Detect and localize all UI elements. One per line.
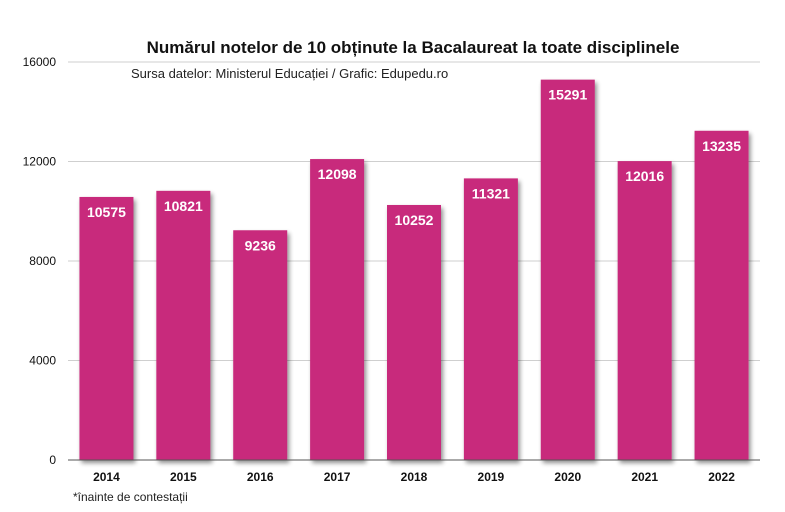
y-tick-label: 12000 (23, 155, 57, 169)
x-tick-label: 2016 (247, 470, 274, 484)
y-tick-label: 0 (49, 453, 56, 467)
data-label: 10575 (87, 204, 126, 220)
data-label: 10821 (164, 198, 203, 214)
data-label: 12016 (625, 168, 664, 184)
x-tick-label: 2020 (554, 470, 581, 484)
data-label: 13235 (702, 138, 741, 154)
data-label: 12098 (318, 166, 357, 182)
bar-2021 (617, 161, 672, 461)
data-label: 11321 (472, 185, 510, 201)
bars: 10575 10821 9236 12098 10252 11321 15291 12016 1… (79, 79, 749, 461)
y-tick-label: 8000 (29, 254, 56, 268)
bar-2016 (233, 230, 288, 460)
x-tick-label: 2021 (631, 470, 658, 484)
x-tick-label: 2015 (170, 470, 197, 484)
data-label: 15291 (548, 87, 587, 103)
data-label: 10252 (395, 212, 434, 228)
x-tick-label: 2014 (93, 470, 120, 484)
y-axis-ticks: 0 4000 8000 12000 16000 (23, 55, 57, 467)
bar-2022 (694, 130, 749, 461)
x-tick-label: 2022 (708, 470, 735, 484)
chart-subtitle: Sursa datelor: Ministerul Educației / Gr… (131, 66, 448, 81)
x-tick-label: 2019 (478, 470, 505, 484)
y-tick-label: 4000 (29, 354, 56, 368)
x-axis-ticks: 2014 2015 2016 2017 2018 2019 2020 2021 2022 (93, 470, 735, 484)
x-tick-label: 2018 (401, 470, 428, 484)
chart-title: Numărul notelor de 10 obținute la Bacala… (147, 38, 680, 57)
x-tick-label: 2017 (324, 470, 351, 484)
bar-2017 (310, 159, 365, 460)
bar-2018 (387, 204, 441, 460)
bar-2015 (156, 190, 211, 460)
bar-2014 (79, 196, 134, 460)
bar-2019 (463, 178, 518, 460)
y-tick-label: 16000 (23, 55, 57, 69)
data-label: 9236 (245, 237, 276, 253)
footnote: *înainte de contestații (73, 490, 188, 504)
bar-2020 (540, 79, 595, 460)
